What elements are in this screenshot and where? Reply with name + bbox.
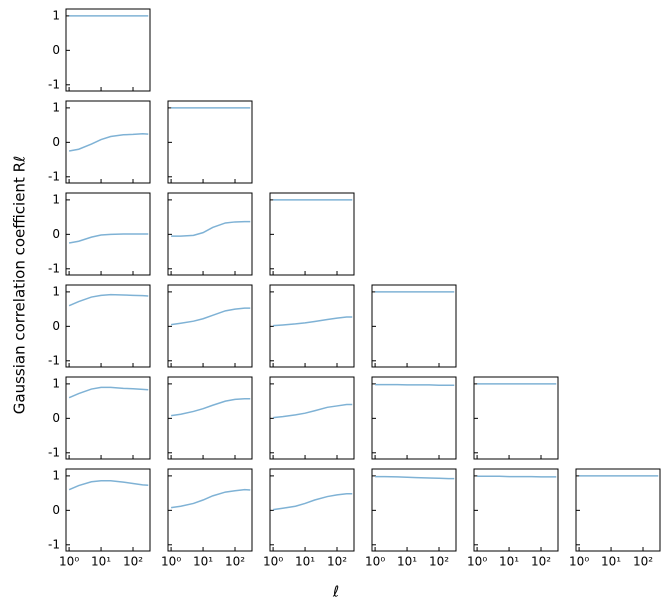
y-tick-label: 0	[52, 319, 60, 333]
x-tick-label: 10⁰	[263, 555, 283, 569]
y-tick-label: -1	[48, 445, 60, 459]
x-tick-label: 10⁰	[365, 555, 385, 569]
line	[170, 397, 251, 417]
y-tick-label: 1	[52, 284, 60, 298]
y-tick-label: 1	[52, 100, 60, 114]
panel-frame	[65, 100, 151, 184]
panel-frame	[473, 376, 559, 460]
x-tick-label: 10¹	[91, 555, 111, 569]
line	[273, 403, 353, 419]
panel-frame	[269, 284, 355, 368]
panel-frame	[269, 192, 355, 276]
x-tick-label: 10⁰	[569, 555, 589, 569]
panel-frame	[167, 468, 253, 552]
line	[375, 475, 455, 480]
panel-frame	[371, 284, 457, 368]
line	[170, 488, 251, 509]
line	[68, 479, 149, 491]
y-tick-label: -1	[48, 353, 60, 367]
panel-frame	[167, 100, 253, 184]
x-tick-label: 10²	[429, 555, 449, 569]
x-tick-label: 10¹	[397, 555, 417, 569]
y-tick-label: 0	[52, 227, 60, 241]
y-axis-label: Gaussian correlation coefficient Rℓ	[11, 156, 29, 414]
x-tick-label: 10²	[531, 555, 551, 569]
line	[272, 493, 353, 511]
panel-frame	[269, 468, 355, 552]
x-tick-label: 10⁰	[467, 555, 487, 569]
y-tick-label: -1	[48, 261, 60, 275]
panel-frame	[167, 192, 253, 276]
panel-frame	[167, 284, 253, 368]
y-tick-label: 1	[52, 8, 60, 22]
line	[375, 383, 455, 387]
panel-frame	[65, 284, 151, 368]
y-tick-label: -1	[48, 169, 60, 183]
line	[273, 316, 353, 327]
panel-frame	[473, 468, 559, 552]
x-tick-label: 10⁰	[161, 555, 181, 569]
y-tick-label: 0	[52, 135, 60, 149]
y-tick-label: 1	[52, 376, 60, 390]
line	[171, 220, 251, 237]
x-tick-label: 10¹	[295, 555, 315, 569]
x-tick-label: 10²	[123, 555, 143, 569]
line	[68, 386, 149, 399]
y-tick-label: -1	[48, 77, 60, 91]
line	[68, 132, 149, 152]
line	[68, 233, 149, 244]
x-tick-label: 10⁰	[59, 555, 79, 569]
y-tick-label: 0	[52, 411, 60, 425]
panel-frame	[371, 376, 457, 460]
y-tick-label: 1	[52, 468, 60, 482]
line	[170, 307, 251, 326]
y-tick-label: 0	[52, 43, 60, 57]
x-tick-label: 10¹	[499, 555, 519, 569]
y-tick-label: 0	[52, 503, 60, 517]
x-tick-label: 10¹	[193, 555, 213, 569]
panel-frame	[65, 8, 151, 92]
x-tick-label: 10¹	[601, 555, 621, 569]
y-tick-label: 1	[52, 192, 60, 206]
line	[477, 475, 557, 478]
x-tick-label: 10²	[327, 555, 347, 569]
panel-frame	[575, 468, 661, 552]
y-tick-label: -1	[48, 537, 60, 551]
line	[68, 293, 149, 307]
panel-frame	[371, 468, 457, 552]
x-tick-label: 10²	[633, 555, 653, 569]
x-tick-label: 10²	[225, 555, 245, 569]
x-axis-label: ℓ	[332, 583, 339, 601]
panel-frame	[167, 376, 253, 460]
panel-frame	[269, 376, 355, 460]
